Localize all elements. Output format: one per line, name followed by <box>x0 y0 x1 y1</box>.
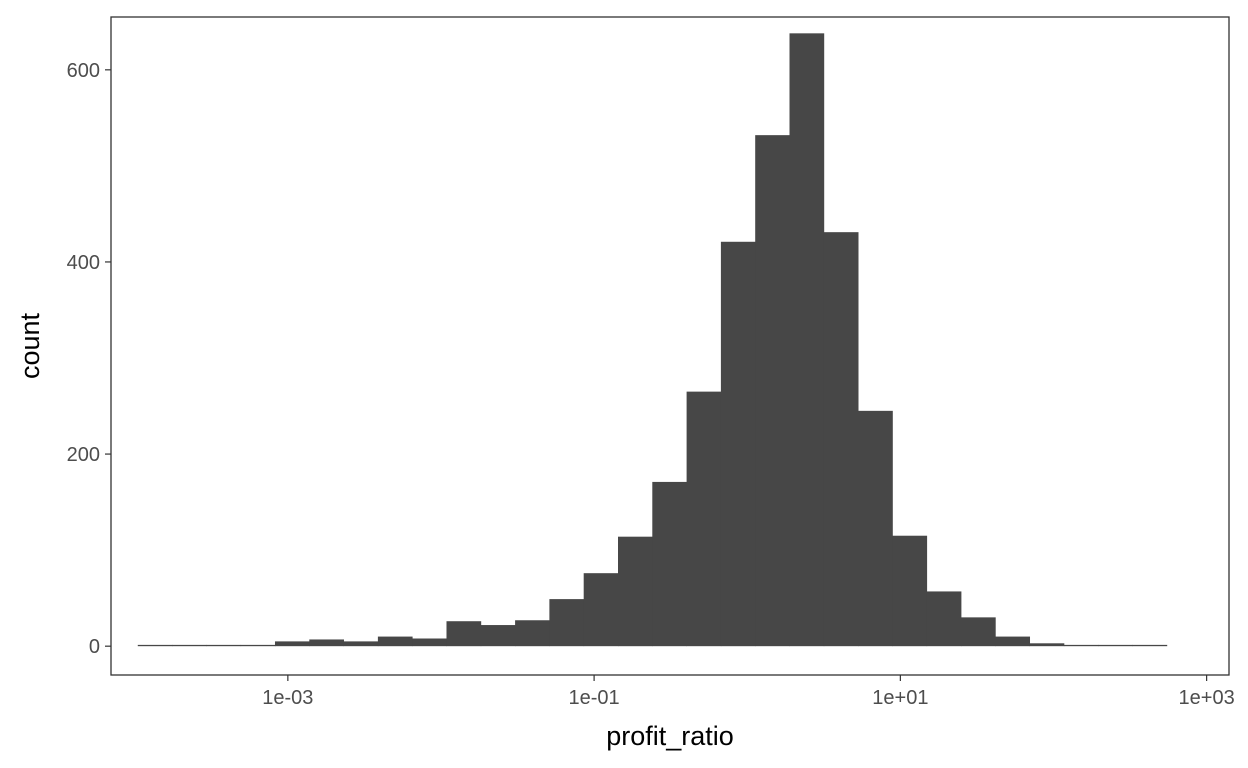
histogram-bar <box>686 391 722 647</box>
histogram-bar <box>240 644 276 647</box>
x-tick-label: 1e+03 <box>1179 687 1235 709</box>
y-axis-title: count <box>15 312 45 379</box>
histogram-bar <box>480 625 516 647</box>
histogram-bar <box>343 641 379 647</box>
x-tick-label: 1e-01 <box>569 687 620 709</box>
histogram-bar <box>720 241 756 647</box>
histogram-bar <box>172 644 207 647</box>
histogram-bar <box>515 620 550 647</box>
histogram-bar <box>583 573 619 647</box>
x-tick-label: 1e+01 <box>872 687 928 709</box>
histogram-bar <box>961 617 996 647</box>
histogram-bar <box>274 641 310 647</box>
histogram-bar <box>137 644 173 647</box>
histogram-bars <box>137 33 1168 647</box>
histogram-bar <box>412 638 447 647</box>
plot-panel-border <box>110 16 1230 676</box>
histogram-bar <box>549 599 585 647</box>
histogram-bar <box>1029 643 1065 647</box>
x-axis-title: profit_ratio <box>606 721 734 751</box>
histogram-bar <box>446 621 482 647</box>
histogram-bar <box>618 536 653 647</box>
histogram-bar <box>755 135 790 647</box>
histogram-bar <box>309 639 344 647</box>
y-tick-label: 400 <box>67 252 100 274</box>
y-tick-label: 600 <box>67 60 100 82</box>
histogram-bar <box>1098 644 1133 647</box>
y-axis-ticks: 0 200 400 600 <box>67 60 111 658</box>
y-tick-label: 0 <box>89 636 100 658</box>
x-tick-label: 1e-03 <box>262 687 313 709</box>
histogram-bar <box>823 232 859 647</box>
x-axis-ticks: 1e-03 1e-01 1e+01 1e+03 <box>262 675 1235 709</box>
histogram-bar <box>1132 644 1168 647</box>
histogram-bar <box>1063 644 1099 647</box>
histogram-bar <box>926 591 962 647</box>
histogram-bar <box>206 644 242 647</box>
histogram-bar <box>892 535 928 647</box>
histogram-bar <box>995 636 1031 647</box>
y-tick-label: 200 <box>67 444 100 466</box>
histogram-bar <box>652 481 687 647</box>
histogram-bar <box>789 33 825 647</box>
histogram-bar <box>858 410 893 647</box>
histogram-bar <box>377 636 413 647</box>
